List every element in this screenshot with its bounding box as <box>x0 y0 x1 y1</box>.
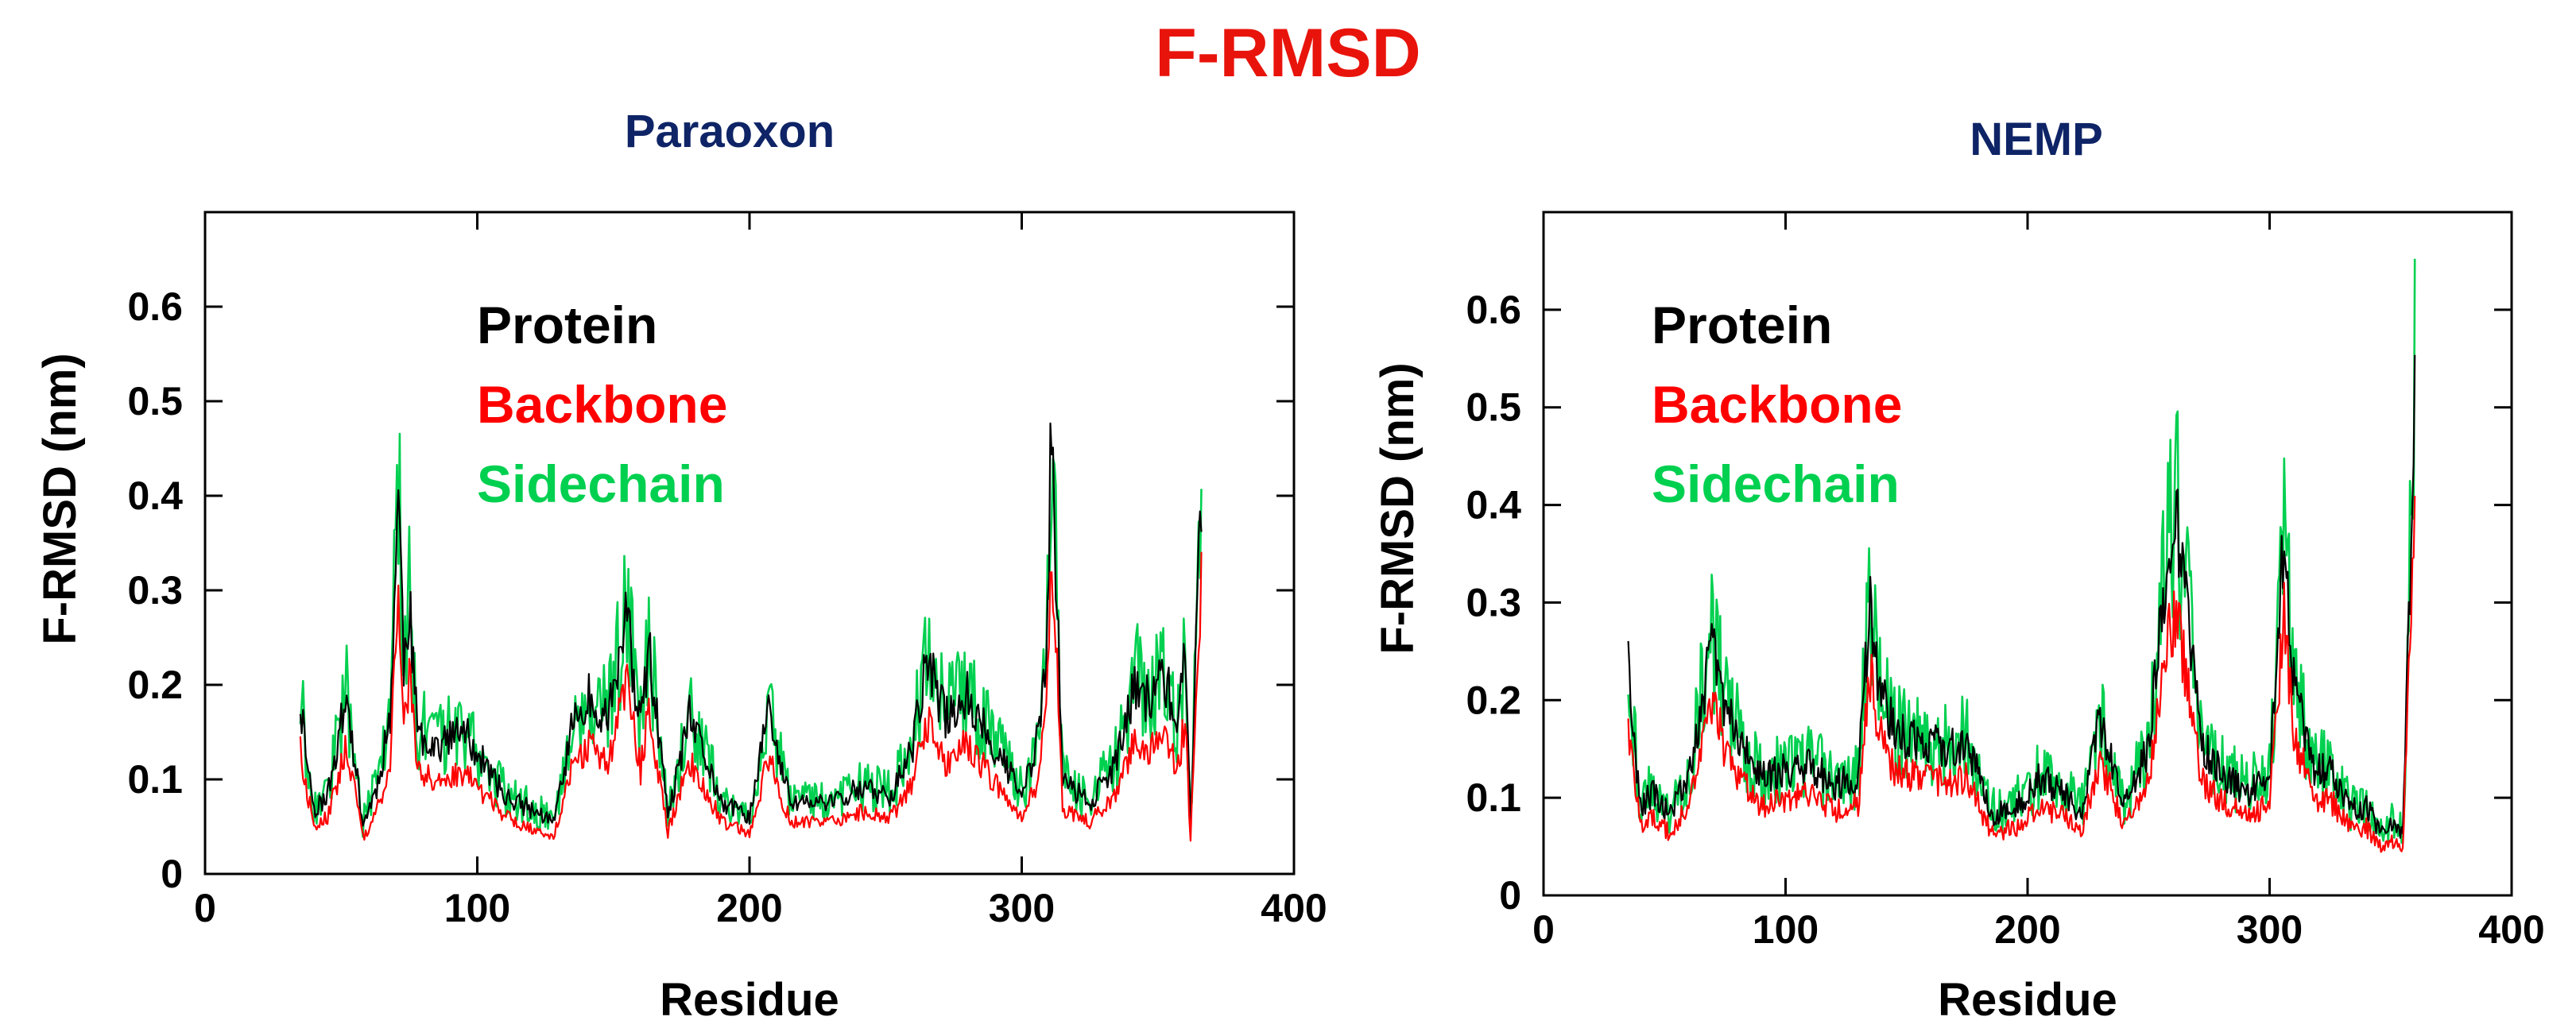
y-tick-label: 0.1 <box>127 757 183 802</box>
y-tick-label: 0.4 <box>127 474 183 518</box>
y-tick-label: 0.5 <box>1466 385 1521 430</box>
legend-entry-backbone: Backbone <box>1652 375 1902 434</box>
y-axis-label: F-RMSD (nm) <box>1372 362 1424 654</box>
y-tick-label: 0.6 <box>127 284 183 329</box>
x-axis-label: Residue <box>1938 974 2117 1026</box>
series-line-protein <box>299 422 1203 827</box>
y-tick-label: 0.5 <box>127 379 183 423</box>
series-line-backbone <box>299 551 1203 842</box>
figure-title: F-RMSD <box>1155 15 1421 91</box>
series-line-backbone <box>1627 496 2416 853</box>
x-tick-label: 0 <box>194 886 216 930</box>
x-tick-label: 100 <box>444 886 510 930</box>
y-tick-label: 0.1 <box>1466 775 1521 820</box>
legend-entry-protein: Protein <box>1652 296 1832 354</box>
legend-entry-protein: Protein <box>477 296 657 354</box>
x-tick-label: 0 <box>1532 907 1555 952</box>
y-tick-label: 0.3 <box>1466 580 1521 624</box>
legend-entry-sidechain: Sidechain <box>1652 454 1900 513</box>
x-tick-label: 400 <box>2478 907 2544 952</box>
legend-entry-sidechain: Sidechain <box>477 454 725 513</box>
y-tick-label: 0.2 <box>1466 678 1521 722</box>
x-tick-label: 200 <box>1994 907 2060 952</box>
panel-title: NEMP <box>1970 114 2103 165</box>
x-tick-label: 300 <box>2237 907 2303 952</box>
x-tick-label: 400 <box>1261 886 1327 930</box>
y-tick-label: 0.4 <box>1466 483 1521 528</box>
y-tick-label: 0.2 <box>127 663 183 707</box>
x-tick-label: 200 <box>716 886 782 930</box>
x-tick-label: 300 <box>989 886 1055 930</box>
y-axis-label: F-RMSD (nm) <box>34 353 86 644</box>
y-tick-label: 0.3 <box>127 568 183 613</box>
panel-nemp: NEMP 0 0.1 0.2 0.3 0.4 0.5 0.6 0 100 200 300 400 Resi… <box>1372 114 2545 1026</box>
plot-frame <box>203 211 1296 876</box>
x-axis-label: Residue <box>660 974 839 1026</box>
legend-entry-backbone: Backbone <box>477 375 727 434</box>
series-line-sidechain <box>1627 258 2416 845</box>
series-line-protein <box>1627 354 2416 839</box>
x-tick-label: 100 <box>1753 907 1819 952</box>
y-tick-label: 0 <box>1499 873 1521 918</box>
y-tick-label: 0.6 <box>1466 288 1521 332</box>
y-tick-label: 0 <box>161 852 183 896</box>
panel-paraoxon: Paraoxon 0 0.1 0.2 0.3 0.4 0.5 0.6 0 100 200 300 400… <box>34 106 1327 1026</box>
panel-title: Paraoxon <box>625 106 835 157</box>
